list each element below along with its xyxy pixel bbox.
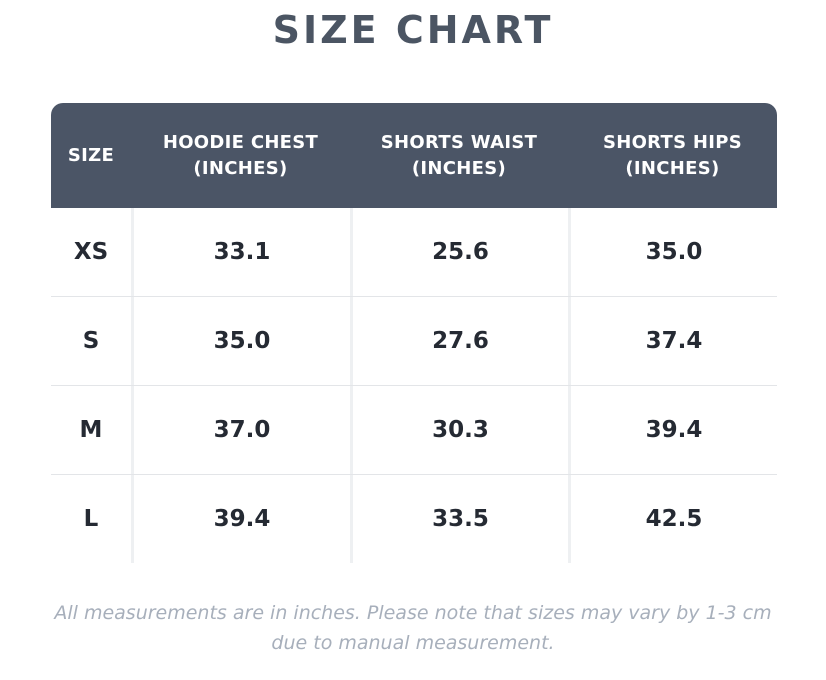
cell-shorts-waist: 33.5 bbox=[350, 475, 568, 563]
header-hoodie-chest-line2: (INCHES) bbox=[193, 157, 288, 179]
header-size: SIZE bbox=[51, 103, 131, 208]
header-size-label: SIZE bbox=[67, 144, 115, 166]
header-shorts-hips: SHORTS HIPS (INCHES) bbox=[568, 103, 777, 208]
cell-hoodie-chest: 39.4 bbox=[131, 475, 350, 563]
cell-size: XS bbox=[73, 239, 109, 265]
header-shorts-waist: SHORTS WAIST (INCHES) bbox=[350, 103, 568, 208]
measurement-note: All measurements are in inches. Please n… bbox=[54, 602, 772, 654]
cell-hoodie-chest: 33.1 bbox=[131, 208, 350, 296]
page-title: SIZE CHART bbox=[272, 8, 554, 52]
table-row: L 39.4 33.5 42.5 bbox=[51, 475, 777, 563]
header-shorts-hips-line1: SHORTS HIPS bbox=[602, 131, 743, 153]
table-header: SIZE HOODIE CHEST (INCHES) SHORTS WAIST … bbox=[51, 103, 777, 208]
header-hoodie-chest: HOODIE CHEST (INCHES) bbox=[131, 103, 350, 208]
cell-hoodie-chest: 35.0 bbox=[131, 297, 350, 385]
header-shorts-waist-line2: (INCHES) bbox=[411, 157, 507, 179]
cell-shorts-waist: 25.6 bbox=[350, 208, 568, 296]
table-row: S 35.0 27.6 37.4 bbox=[51, 297, 777, 386]
header-shorts-waist-line1: SHORTS WAIST bbox=[380, 131, 538, 153]
cell-size: M bbox=[79, 417, 103, 443]
cell-size: L bbox=[83, 506, 99, 532]
table-row: XS 33.1 25.6 35.0 bbox=[51, 208, 777, 297]
cell-hoodie-chest: 37.0 bbox=[131, 386, 350, 474]
table-row: M 37.0 30.3 39.4 bbox=[51, 386, 777, 475]
header-shorts-hips-line2: (INCHES) bbox=[625, 157, 720, 179]
header-hoodie-chest-line1: HOODIE CHEST bbox=[162, 131, 319, 153]
cell-size: S bbox=[82, 328, 100, 354]
cell-shorts-hips: 39.4 bbox=[568, 386, 777, 474]
cell-shorts-waist: 27.6 bbox=[350, 297, 568, 385]
size-chart-table: SIZE HOODIE CHEST (INCHES) SHORTS WAIST … bbox=[51, 103, 777, 563]
cell-shorts-waist: 30.3 bbox=[350, 386, 568, 474]
cell-shorts-hips: 35.0 bbox=[568, 208, 777, 296]
cell-shorts-hips: 42.5 bbox=[568, 475, 777, 563]
cell-shorts-hips: 37.4 bbox=[568, 297, 777, 385]
